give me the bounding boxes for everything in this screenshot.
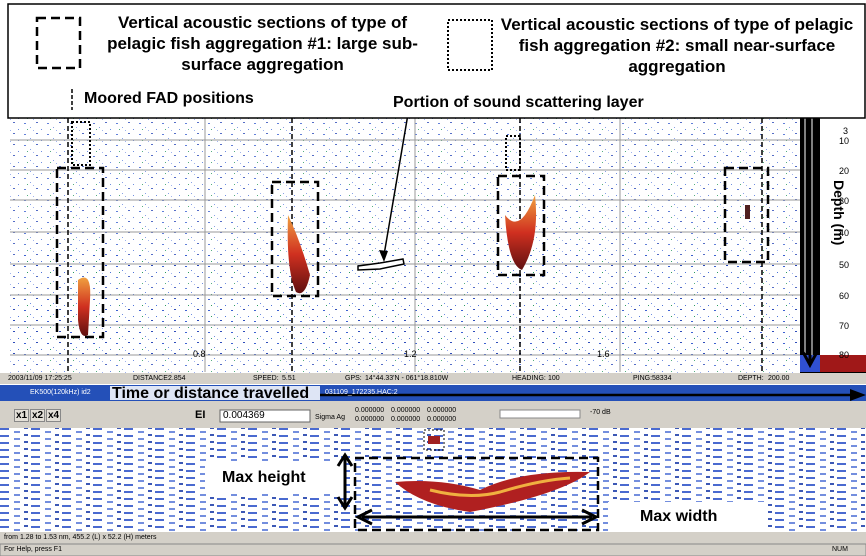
- annotation: Time or distance travelled: [112, 385, 309, 403]
- fish-school: [78, 278, 90, 337]
- depth-tick: 70: [839, 321, 849, 331]
- depth-tick: 80: [839, 350, 849, 360]
- legend-text: Moored FAD positions: [84, 90, 254, 108]
- fish-school: [745, 205, 750, 219]
- status-field: 58334: [652, 375, 671, 382]
- depth-tick: 20: [839, 166, 849, 176]
- status-field: DEPTH:: [738, 375, 764, 382]
- legend-text: Vertical acoustic sections of type of pe…: [497, 14, 857, 77]
- ei-button[interactable]: EI: [195, 409, 205, 421]
- depth-tick: 3: [843, 126, 848, 136]
- selection-info: from 1.28 to 1.53 nm, 455.2 (L) x 52.2 (…: [4, 534, 157, 541]
- sigma-label: Sigma Ag: [315, 414, 345, 421]
- fish-school: [428, 436, 440, 444]
- readout: 0.000000: [427, 416, 456, 423]
- status-field: 200.00: [768, 375, 789, 382]
- status-field: 2003/11/09 17:25:25: [8, 375, 72, 382]
- status-field: DISTANCE:: [133, 375, 170, 382]
- readout: 0.000000: [391, 416, 420, 423]
- readout: 0.000000: [391, 407, 420, 414]
- status-field: 100: [548, 375, 560, 382]
- zoom-button[interactable]: x1: [14, 409, 29, 422]
- page: Vertical acoustic sections of type of pe…: [0, 0, 866, 556]
- depth-tick: 50: [839, 260, 849, 270]
- app-status: [0, 544, 866, 556]
- status-field: 5.51: [282, 375, 296, 382]
- readout: 0.000000: [427, 407, 456, 414]
- depth-label: Depth (m): [831, 180, 847, 245]
- annotation: Max height: [222, 469, 306, 487]
- readout: 0.000000: [355, 407, 384, 414]
- distance-tick: 1.2: [404, 349, 417, 359]
- distance-tick: 1.6: [597, 349, 610, 359]
- status-field: PING:: [633, 375, 652, 382]
- num-indicator: NUM: [832, 546, 848, 553]
- depth-tick: 60: [839, 291, 849, 301]
- depth-tick: 10: [839, 136, 849, 146]
- distance-tick: 0.8: [193, 349, 206, 359]
- window-title: EK500(120kHz) id2: [30, 389, 91, 396]
- readout: 0.000000: [355, 416, 384, 423]
- status-field: HEADING:: [512, 375, 546, 382]
- toolbar: [0, 401, 866, 428]
- screenshot: [0, 0, 866, 556]
- status-field: 14°44.33'N - 061°18.810W: [365, 375, 448, 382]
- status-field: SPEED:: [253, 375, 279, 382]
- ei-value: 0.004369: [223, 410, 265, 421]
- legend-text: Vertical acoustic sections of type of pe…: [90, 12, 435, 75]
- slider: [500, 410, 580, 418]
- zoom-button[interactable]: x4: [46, 409, 61, 422]
- status-field: GPS:: [345, 375, 362, 382]
- window-file: 031109_172235.HAC:2: [325, 389, 398, 396]
- zoom-button[interactable]: x2: [30, 409, 45, 422]
- help-text: For Help, press F1: [4, 546, 62, 553]
- status-field: 2.854: [168, 375, 186, 382]
- threshold: -70 dB: [590, 409, 611, 416]
- annotation: Max width: [640, 508, 717, 526]
- annotation: Portion of sound scattering layer: [393, 94, 644, 112]
